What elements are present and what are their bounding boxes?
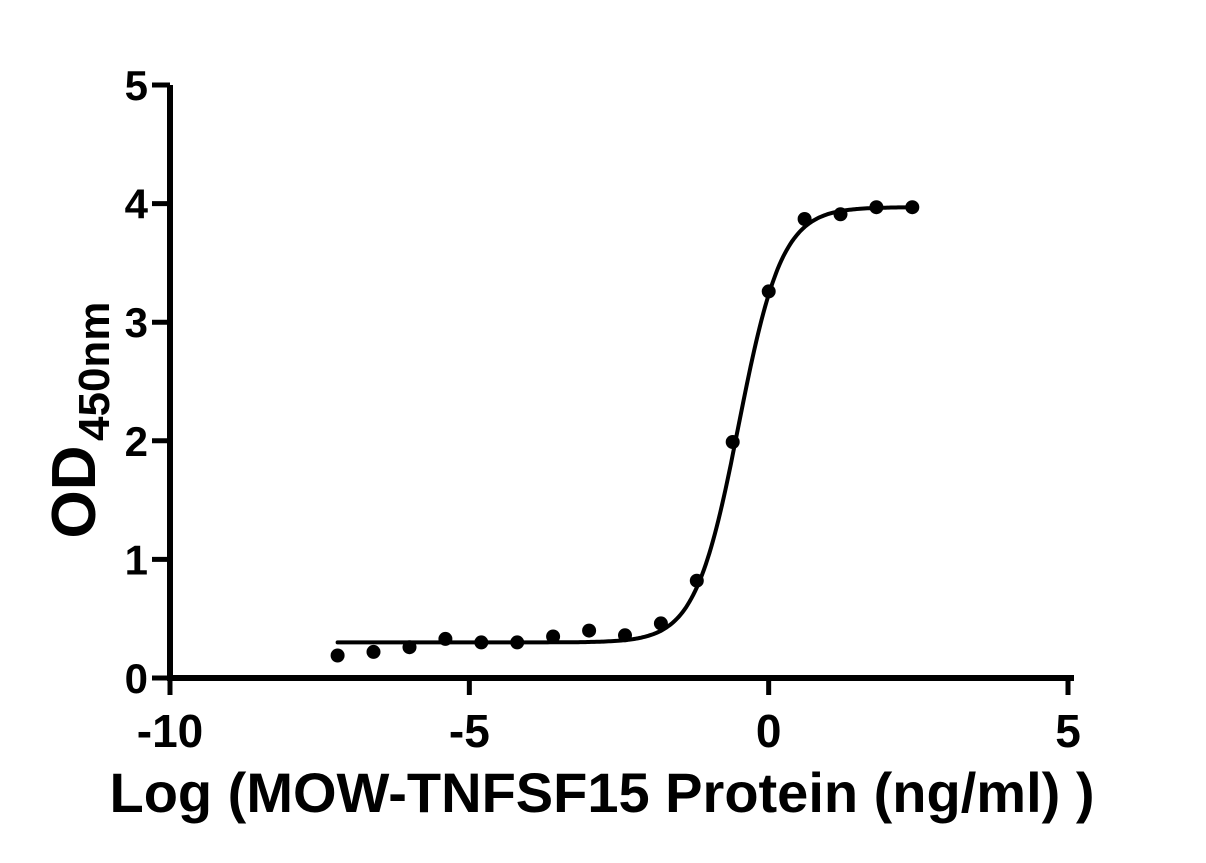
data-point xyxy=(510,635,525,650)
y-axis-title: OD 450nm xyxy=(40,302,119,539)
data-point xyxy=(546,629,561,644)
data-point xyxy=(474,635,489,650)
x-tick-label: -10 xyxy=(137,705,203,757)
fit-curve-line xyxy=(335,205,915,645)
x-tick-label: -5 xyxy=(449,705,490,757)
y-tick-label: 0 xyxy=(125,655,148,702)
data-point xyxy=(330,648,345,663)
x-tick-label: 0 xyxy=(756,705,782,757)
data-point xyxy=(689,573,704,588)
y-tick-label: 2 xyxy=(125,418,148,465)
y-tick-label: 3 xyxy=(125,299,148,346)
x-axis-title: Log (MOW-TNFSF15 Protein (ng/ml) ) xyxy=(110,761,1095,824)
data-point xyxy=(438,631,453,646)
data-point xyxy=(653,616,668,631)
y-tick-label: 4 xyxy=(125,181,149,228)
y-axis-title-subscript: 450nm xyxy=(70,302,119,441)
data-point xyxy=(725,435,740,449)
chart-layer: 0 1 2 3 4 5 -10 -5 0 5 xyxy=(125,62,1081,757)
y-tick-label: 5 xyxy=(125,62,148,109)
x-tick-label: 5 xyxy=(1055,705,1081,757)
data-point xyxy=(582,623,597,638)
data-point xyxy=(366,644,381,659)
data-point xyxy=(797,212,812,226)
y-axis-title-main: OD xyxy=(40,445,109,538)
data-point xyxy=(618,628,632,643)
data-point xyxy=(402,640,417,655)
y-tick-label: 1 xyxy=(125,536,148,583)
data-point xyxy=(761,284,776,299)
data-point xyxy=(905,200,920,215)
data-point xyxy=(833,207,848,222)
data-point xyxy=(869,200,884,215)
